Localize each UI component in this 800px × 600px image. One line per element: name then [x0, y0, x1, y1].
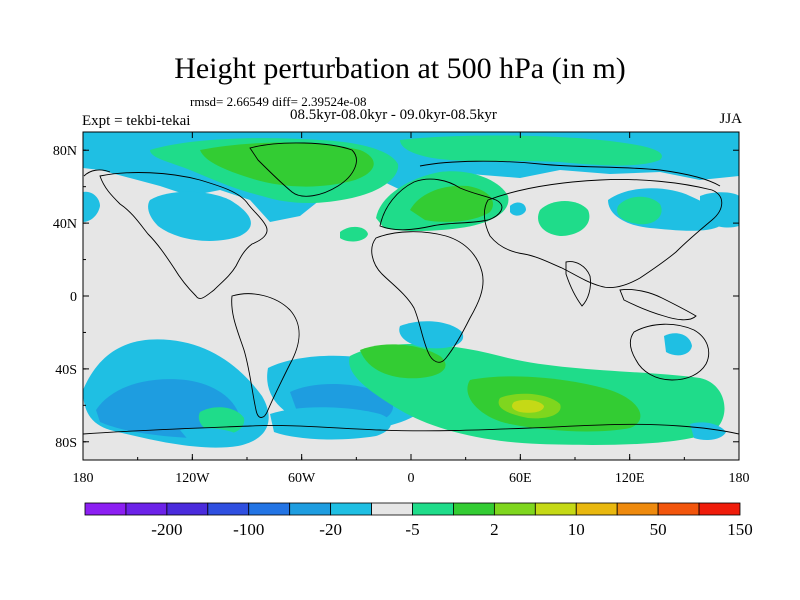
contour-arctic-east-pos [400, 135, 662, 166]
contour-atlantic-small-pos [340, 226, 368, 242]
contour-southindian-max [512, 399, 544, 413]
colorbar-swatch [534, 502, 577, 516]
rmsd-diff-stats: rmsd= 2.66549 diff= 2.39524e-08 [190, 94, 367, 109]
coast-india [565, 261, 591, 307]
colorbar-swatch [125, 502, 168, 516]
coast-australia [629, 323, 710, 381]
colorbar-swatch [166, 502, 209, 516]
contour-tasman-neg [664, 333, 692, 356]
contour-madagascar-neg [399, 321, 464, 349]
x-tick-label: 180 [73, 471, 94, 486]
x-tick-label: 120W [175, 471, 210, 486]
coast-alaska [83, 169, 111, 177]
y-tick-label: 0 [70, 290, 77, 305]
colorbar-label: -100 [233, 520, 264, 539]
contour-caspian-pos [538, 201, 590, 236]
contour-ross-neg [690, 422, 726, 440]
contour-pacific-east-neg [700, 192, 739, 228]
coast-europe [379, 178, 503, 231]
x-tick-label: 60W [288, 471, 316, 486]
contour-greenland-core [200, 142, 374, 187]
contour-asia-pos [617, 196, 662, 225]
coast-greenland [249, 142, 357, 197]
colorbar-swatch [575, 502, 618, 516]
y-tick-label: 40S [55, 363, 77, 378]
x-tick-label: 120E [615, 471, 645, 486]
coast-south-america [231, 293, 300, 418]
period-label: 08.5kyr-08.0kyr - 09.0kyr-08.5kyr [290, 107, 497, 123]
x-tick-label: 60E [509, 471, 532, 486]
colorbar-swatch [493, 502, 536, 516]
contour-pacific-west-neg [83, 191, 100, 222]
colorbar-label: 2 [490, 520, 499, 539]
season-label: JJA [719, 111, 742, 127]
coast-maritime [619, 289, 697, 321]
colorbar-swatch [207, 502, 250, 516]
coast-antarctica [83, 423, 739, 435]
contour-antarctic-neg [270, 407, 391, 440]
contour-indian-mid [360, 344, 446, 379]
coast-north-america [99, 172, 268, 299]
coast-asia [483, 179, 723, 289]
colorbar-label: -5 [405, 520, 419, 539]
coastlines [83, 142, 739, 435]
colorbar-swatch [84, 502, 127, 516]
height-perturbation-contours [83, 132, 739, 448]
colorbar-swatch [289, 502, 332, 516]
y-tick-label: 40N [53, 217, 77, 232]
colorbar-swatch [412, 502, 454, 516]
colorbar-swatch [371, 502, 413, 516]
colorbar-swatch [657, 502, 700, 516]
plot-title: Height perturbation at 500 hPa (in m) [174, 52, 626, 85]
colorbar-swatch [248, 502, 291, 516]
contour-europe-core [410, 185, 494, 222]
colorbar-label: -20 [319, 520, 342, 539]
colorbar: -200 -100 -20 -5 2 10 50 150 [84, 502, 753, 539]
y-axis-ticks: 80N 40N 0 40S 80S [53, 144, 739, 451]
colorbar-swatch [698, 502, 741, 516]
colorbar-swatch [616, 502, 659, 516]
coast-siberia [419, 160, 721, 187]
colorbar-swatch [330, 502, 372, 516]
x-axis-ticks: 180 120W 60W 0 60E 120E 180 [73, 132, 750, 486]
colorbar-swatch [453, 502, 495, 516]
contour-antarctic-edge-neg [180, 428, 240, 443]
x-tick-label: 180 [729, 471, 750, 486]
y-tick-label: 80N [53, 144, 77, 159]
contour-atlantic-neg [148, 191, 251, 241]
colorbar-label: -200 [151, 520, 182, 539]
colorbar-label: 50 [650, 520, 667, 539]
coast-africa [371, 231, 484, 363]
experiment-label: Expt = tekbi-tekai [82, 113, 191, 129]
x-tick-label: 0 [408, 471, 415, 486]
colorbar-label: 150 [727, 520, 753, 539]
contour-siberia-small-neg [510, 202, 526, 216]
y-tick-label: 80S [55, 436, 77, 451]
colorbar-label: 10 [568, 520, 585, 539]
